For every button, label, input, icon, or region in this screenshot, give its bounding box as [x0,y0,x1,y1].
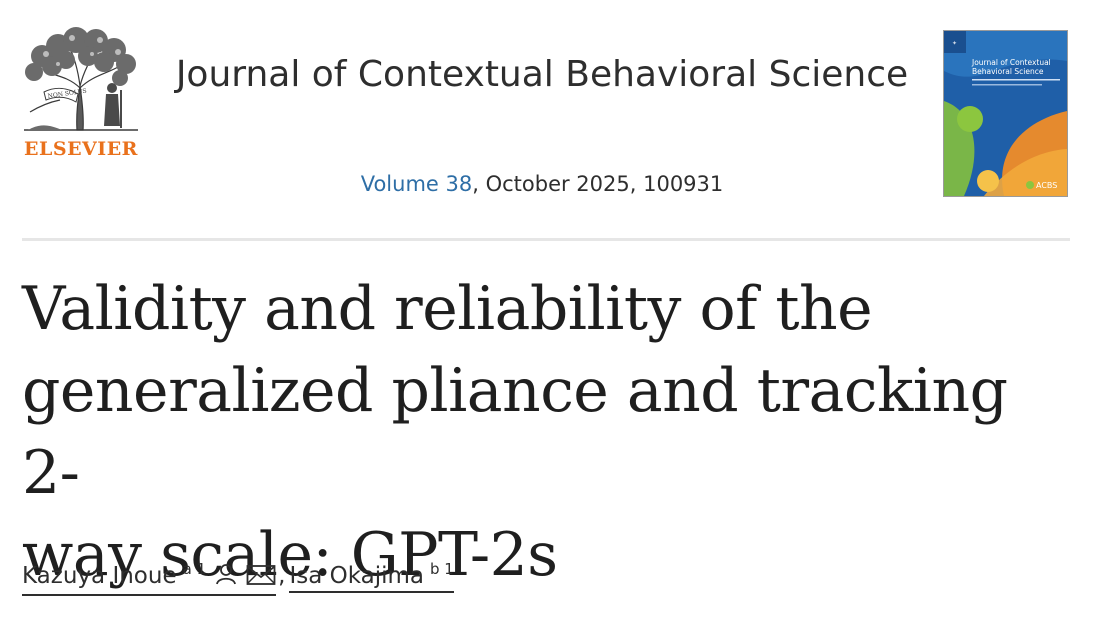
author-name: Isa Okajima [289,563,425,589]
header-divider [22,238,1070,241]
elsevier-tree-icon: NON SOLUS [24,27,138,131]
publisher-logo[interactable]: NON SOLUS [22,26,140,162]
author-link-isa-okajima[interactable]: Isa Okajima b 1 [289,560,454,593]
author-separator: , [278,563,286,589]
journal-title: Journal of Contextual Behavioral Science [170,44,914,106]
cover-title-line2: Behavioral Science [972,67,1044,76]
journal-cover-image[interactable]: ✦ Journal of Contextual Behavioral Scien… [943,30,1068,197]
cover-badge: ACBS [1036,181,1057,190]
cover-title-line1: Journal of Contextual [971,58,1051,67]
article-title-line1: Validity and reliability of the [22,274,873,344]
publisher-name: ELSEVIER [24,138,138,160]
article-title: Validity and reliability of the generaliz… [22,268,1072,596]
journal-title-link[interactable]: Journal of Contextual Behavioral Science [175,54,909,95]
author-name: Kazuya Inoue [22,563,177,589]
author-affiliation: b 1 [430,560,454,578]
article-title-line2: generalized pliance and tracking 2- [22,356,1008,508]
author-list: Kazuya Inoue a 1, Isa Okajima b 1 [22,560,454,596]
svg-text:✦: ✦ [952,40,957,47]
article-title-line3: way scale: GPT-2s [22,520,558,590]
issue-info: Volume 38, October 2025, 100931 [170,172,914,196]
envelope-icon [246,564,276,592]
volume-link[interactable]: Volume 38 [360,172,473,196]
issue-details: , October 2025, 100931 [472,172,724,196]
cover-artwork: ✦ Journal of Contextual Behavioral Scien… [944,31,1067,196]
author-affiliation: a 1 [182,560,207,578]
person-icon [214,562,238,592]
author-link-kazuya-inoue[interactable]: Kazuya Inoue a 1 [22,560,277,596]
